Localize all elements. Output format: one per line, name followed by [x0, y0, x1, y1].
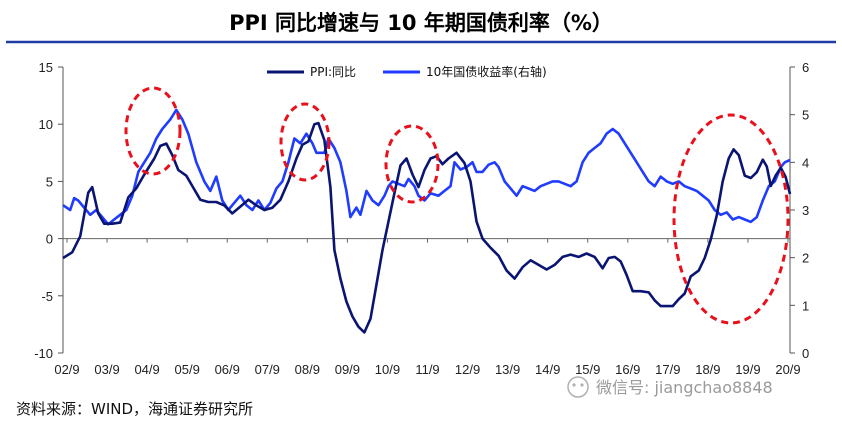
- x-tick-label: 16/9: [615, 362, 640, 377]
- x-tick-label: 15/9: [575, 362, 600, 377]
- x-tick-label: 10/9: [375, 362, 400, 377]
- x-tick-label: 08/9: [295, 362, 320, 377]
- highlight-ellipse-2008: [279, 102, 331, 182]
- left-tick-label: 0: [46, 232, 53, 247]
- x-tick-label: 04/9: [134, 362, 159, 377]
- right-tick-label: 3: [802, 203, 809, 218]
- x-tick-label: 13/9: [495, 362, 520, 377]
- x-tick-label: 11/9: [415, 362, 439, 377]
- x-tick-label: 03/9: [94, 362, 119, 377]
- left-tick-label: -10: [34, 346, 53, 361]
- x-tick-label: 06/9: [215, 362, 240, 377]
- x-tick-label: 20/9: [775, 362, 800, 377]
- title-background: [0, 0, 842, 37]
- highlight-ellipse-2004: [124, 86, 182, 176]
- wechat-icon-eye-right: [580, 383, 584, 387]
- left-tick-label: 5: [46, 174, 53, 189]
- series-line-ppi: [62, 121, 792, 334]
- right-tick-label: 6: [802, 60, 809, 75]
- chart-title: PPI 同比增速与 10 年期国债利率（%）: [229, 11, 613, 35]
- x-tick-label: 07/9: [255, 362, 280, 377]
- plot-frame: [62, 67, 791, 353]
- x-axis: 02/9 03/9 04/9 05/9 06/9 07/9 08/9 09/9 10/9 11/9…: [54, 238, 801, 377]
- x-tick-label: 02/9: [54, 362, 79, 377]
- highlight-ellipse-2019: [672, 113, 790, 325]
- x-tick-label: 05/9: [175, 362, 200, 377]
- wechat-icon: [567, 376, 589, 398]
- right-tick-label: 1: [802, 298, 809, 313]
- left-tick-label: -5: [41, 289, 53, 304]
- right-axis: 0 1 2 3 4 5 6: [790, 60, 809, 361]
- x-tick-label: 19/9: [735, 362, 760, 377]
- watermark-text: 微信号: jiangchao8848: [596, 378, 773, 397]
- x-tick-label: 09/9: [335, 362, 360, 377]
- left-tick-label: 15: [39, 60, 53, 75]
- legend-label-bond: 10年国债收益率(右轴): [426, 64, 547, 79]
- highlight-ellipse-2011: [384, 124, 440, 204]
- watermark: 微信号: jiangchao8848: [567, 376, 773, 398]
- right-tick-label: 0: [802, 346, 809, 361]
- right-tick-label: 4: [802, 155, 809, 170]
- wechat-icon-eye-left: [572, 383, 576, 387]
- left-axis: -10 -5 0 5 10 15: [34, 60, 63, 361]
- x-tick-label: 14/9: [535, 362, 560, 377]
- right-tick-label: 2: [802, 251, 809, 266]
- legend: PPI:同比 10年国债收益率(右轴): [267, 64, 547, 79]
- source-note: 资料来源：WIND，海通证券研究所: [16, 400, 253, 418]
- left-tick-label: 10: [39, 117, 53, 132]
- right-tick-label: 5: [802, 108, 809, 123]
- x-tick-label: 12/9: [455, 362, 480, 377]
- x-tick-label: 17/9: [655, 362, 680, 377]
- x-tick-label: 18/9: [695, 362, 720, 377]
- legend-label-ppi: PPI:同比: [310, 65, 356, 79]
